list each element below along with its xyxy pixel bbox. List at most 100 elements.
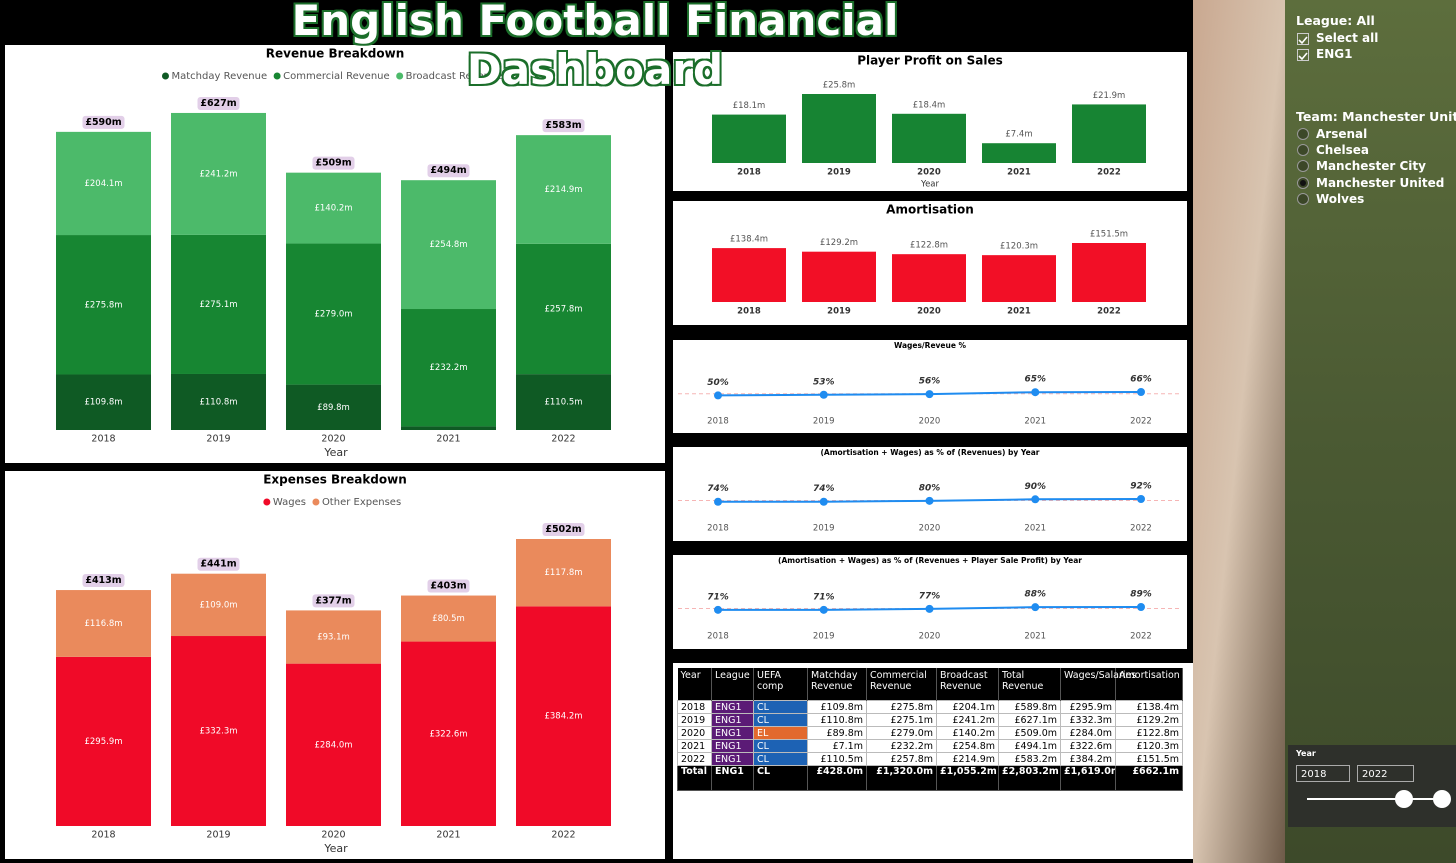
checkbox-option[interactable]: Select all [1297, 31, 1378, 45]
bar [892, 254, 966, 302]
table-cell: £257.8m [866, 752, 937, 766]
table-cell: £275.1m [866, 713, 937, 727]
x-tick-label: 2020 [321, 434, 345, 445]
radio[interactable] [1297, 144, 1309, 157]
table-cell: £627.1m [998, 713, 1061, 727]
bar-segment [516, 539, 611, 607]
x-tick-label: 2018 [91, 830, 115, 841]
x-tick-label: 2022 [1130, 524, 1152, 534]
table-cell: ENG1 [711, 700, 754, 714]
table-cell: £122.8m [1115, 726, 1183, 740]
bar-segment [286, 663, 381, 826]
x-axis-title: Year [920, 180, 940, 190]
total-label-bg [82, 574, 125, 588]
table-cell: CL [753, 713, 808, 727]
x-axis-title: Year [323, 842, 348, 855]
checkbox[interactable] [1297, 49, 1309, 61]
table-cell: £110.5m [807, 752, 867, 766]
point [1137, 603, 1145, 611]
column-header[interactable]: Total Revenue [998, 668, 1061, 701]
column-header[interactable]: Matchday Revenue [807, 668, 867, 701]
x-tick-label: 2022 [551, 434, 575, 445]
radio[interactable] [1297, 176, 1309, 189]
year-slider-handle[interactable] [1433, 790, 1451, 808]
data-label: 66% [1130, 375, 1152, 385]
radio[interactable] [1297, 160, 1309, 173]
column-header[interactable]: Amortisation [1115, 668, 1183, 701]
data-label: £18.4m [913, 100, 946, 110]
x-tick-label: 2022 [551, 830, 575, 841]
point [1031, 603, 1040, 612]
bar-segment [516, 135, 611, 244]
checkbox-option[interactable]: ENG1 [1297, 47, 1352, 61]
total-label-bg [427, 164, 470, 178]
radio-option[interactable]: Arsenal [1297, 127, 1367, 141]
table-cell: ENG1 [711, 765, 754, 791]
radio-option[interactable]: Chelsea [1297, 143, 1369, 157]
table-row: 2019 ENG1 CL £110.8m £275.1m £241.2m £627.1m £3… [677, 713, 1183, 727]
column-header[interactable]: League [711, 668, 754, 701]
column-header[interactable]: UEFA comp [753, 668, 808, 701]
x-tick-label: 2019 [206, 830, 230, 841]
table-cell: CL [753, 765, 808, 791]
table-cell: £494.1m [998, 739, 1061, 753]
table-cell: £110.8m [807, 713, 867, 727]
radio[interactable] [1297, 128, 1309, 140]
table-cell: £109.8m [807, 700, 867, 714]
data-label: 89% [1130, 590, 1152, 600]
slicer-title: Year [1296, 749, 1316, 758]
point [1031, 388, 1040, 397]
data-label: £117.8m [544, 568, 582, 578]
data-label: £109.8m [84, 398, 122, 408]
x-tick-label: 2018 [707, 632, 729, 642]
bar-segment [56, 131, 151, 236]
radio-option[interactable]: Manchester United [1297, 176, 1444, 190]
radio-option[interactable]: Manchester City [1297, 159, 1426, 173]
column-header[interactable]: Year [677, 668, 712, 701]
legend-marker [396, 72, 404, 80]
year-input[interactable]: 2022 [1357, 765, 1414, 782]
data-label: £332.3m [199, 727, 237, 737]
legend-label: Wages [273, 497, 306, 508]
radio[interactable] [1297, 192, 1309, 205]
table-cell: 2018 [677, 700, 712, 714]
table-row: 2021 ENG1 CL £7.1m £232.2m £254.8m £494.1m £322… [677, 739, 1183, 753]
column-header[interactable]: Broadcast Revenue [936, 668, 999, 701]
table-cell: 2019 [677, 713, 712, 727]
x-tick-label: 2022 [1097, 307, 1121, 317]
chart-title: Amortisation [886, 203, 974, 217]
column-header[interactable]: Commercial Revenue [866, 668, 937, 701]
table-cell: £204.1m [936, 700, 999, 714]
total-label: £502m [545, 524, 581, 535]
bar-segment [171, 573, 266, 637]
bar-segment [286, 610, 381, 664]
legend-marker [161, 72, 169, 80]
table-cell: £509.0m [998, 726, 1061, 740]
x-tick-label: 2021 [1007, 168, 1031, 178]
table-total-row: Total ENG1 CL £428.0m £1,320.0m £1,055.2m £2,8… [677, 765, 1183, 791]
bar-segment [286, 172, 381, 244]
data-label: £89.8m [317, 403, 350, 413]
table-cell: ENG1 [711, 752, 754, 766]
year-input[interactable]: 2018 [1296, 765, 1350, 782]
table-cell: ENG1 [711, 726, 754, 740]
bar [802, 94, 876, 163]
table-cell: EL [753, 726, 808, 740]
year-slider-handle[interactable] [1395, 790, 1413, 808]
table-cell: £129.2m [1115, 713, 1183, 727]
table-cell: £332.3m [1060, 713, 1116, 727]
total-label: £403m [430, 581, 466, 592]
data-label: £7.4m [1005, 130, 1032, 140]
checkbox[interactable] [1297, 33, 1309, 45]
bar-segment [171, 636, 266, 826]
x-tick-label: 2021 [1024, 524, 1046, 534]
table-cell: £232.2m [866, 739, 937, 753]
x-tick-label: 2020 [917, 168, 941, 178]
bar [712, 248, 786, 302]
x-tick-label: 2022 [1130, 632, 1152, 642]
total-label: £494m [430, 165, 466, 176]
radio-option[interactable]: Wolves [1297, 192, 1364, 206]
column-header[interactable]: Wages/Salaries [1060, 668, 1136, 701]
data-label: £241.2m [199, 169, 237, 179]
table-cell: 2020 [677, 726, 712, 740]
